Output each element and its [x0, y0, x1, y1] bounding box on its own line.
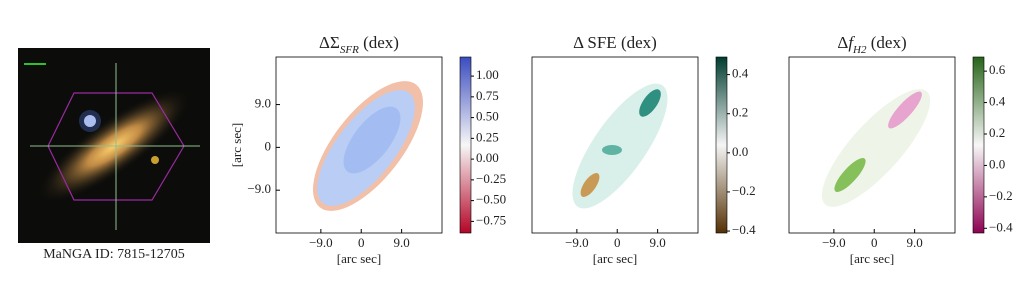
x-axis-label: [arc sec] [593, 251, 637, 266]
colorbar-tick-label: −0.4 [989, 219, 1013, 234]
x-tick-label: 9.0 [649, 235, 665, 250]
title-part: H2 [852, 44, 867, 56]
title-part: (dex) [359, 33, 399, 52]
map-fh2 [821, 89, 931, 207]
x-tick-label: 9.0 [393, 235, 409, 250]
colorbar-tick-label: 0.50 [476, 109, 499, 124]
x-tick-label: 0 [358, 235, 365, 250]
title-part: SFR [340, 44, 359, 56]
title-part: ΔΣ [319, 33, 340, 52]
x-tick-label: 9.0 [906, 235, 922, 250]
panel-title: ΔfH2 (dex) [837, 33, 906, 56]
colorbar-tick-label: 0.0 [989, 156, 1005, 171]
panel-title: ΔΣSFR (dex) [319, 33, 399, 56]
title-part: f [848, 33, 855, 52]
x-axis-label: [arc sec] [850, 251, 894, 266]
colorbar-tick-label: 0.2 [732, 105, 748, 120]
title-part: (dex) [617, 33, 657, 52]
colorbar-tick-label: 0.0 [732, 144, 748, 159]
plot-frame [788, 56, 956, 234]
colorbar-tick-label: 0.25 [476, 129, 499, 144]
colorbar-tick-label: −0.75 [476, 212, 506, 227]
y-tick-label: 0 [265, 138, 272, 153]
map-sfe [572, 83, 668, 209]
colorbar-tick-label: 0.75 [476, 88, 499, 103]
x-tick-label: −9.0 [822, 235, 846, 250]
title-part: Δ SFE [573, 33, 617, 52]
colorbar [715, 56, 728, 234]
map-sfr [313, 81, 423, 211]
colorbar-tick-label: −0.50 [476, 192, 506, 207]
colorbar-tick-label: −0.25 [476, 171, 506, 186]
colorbar [459, 56, 472, 234]
x-tick-label: 0 [614, 235, 621, 250]
y-tick-label: 9.0 [255, 96, 271, 111]
colorbar-tick-label: −0.2 [732, 183, 756, 198]
x-tick-label: −9.0 [309, 235, 333, 250]
colorbar-tick-label: 1.00 [476, 67, 499, 82]
colorbar [972, 56, 985, 234]
colorbar-tick-label: −0.2 [989, 188, 1013, 203]
plot-frame [275, 56, 443, 234]
colorbar-tick-label: 0.4 [732, 66, 749, 81]
colorbar-tick-label: 0.6 [989, 62, 1006, 77]
y-tick-label: −9.0 [247, 181, 271, 196]
image-caption: MaNGA ID: 7815-12705 [43, 247, 185, 262]
x-tick-label: −9.0 [565, 235, 589, 250]
colorbar-tick-label: −0.4 [732, 222, 756, 237]
galaxy-image [18, 48, 210, 243]
colorbar-tick-label: 0.00 [476, 150, 499, 165]
colorbar-tick-label: 0.2 [989, 125, 1005, 140]
title-part: Δ [837, 33, 848, 52]
y-axis-label: [arc sec] [229, 123, 244, 167]
x-tick-label: 0 [871, 235, 878, 250]
x-axis-label: [arc sec] [337, 251, 381, 266]
title-part: (dex) [867, 33, 907, 52]
plot-frame [531, 56, 699, 234]
colorbar-tick-label: 0.4 [989, 94, 1006, 109]
panel-title: Δ SFE (dex) [573, 33, 657, 52]
